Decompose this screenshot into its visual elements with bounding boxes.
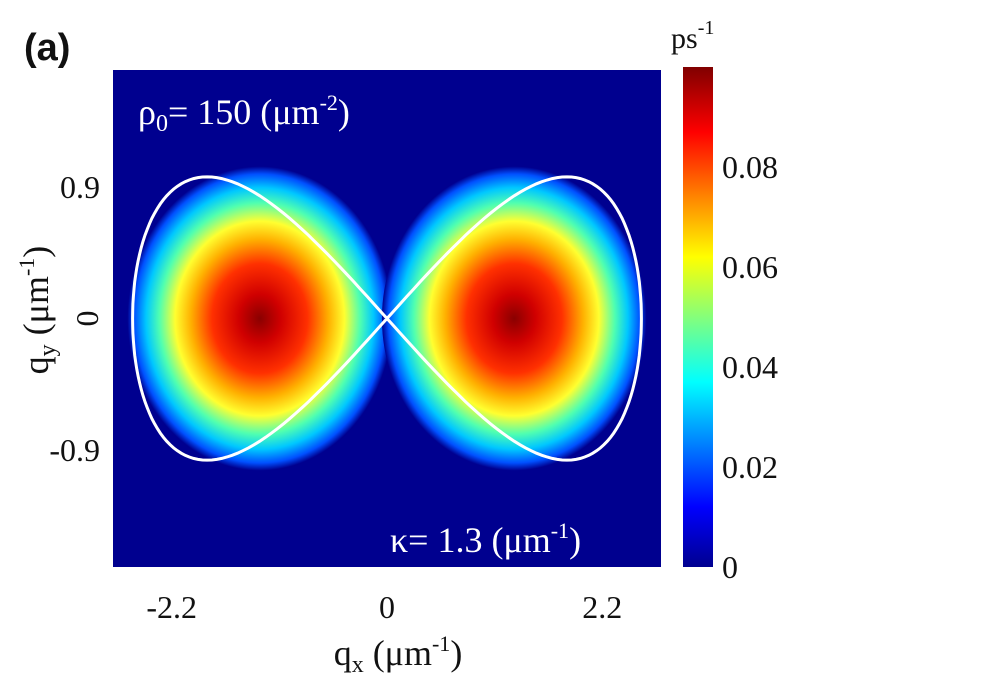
y-tick-label: 0.9 [60, 169, 100, 205]
x-axis-label: qx (μm-1) [334, 631, 463, 678]
boundary-contour [131, 175, 643, 462]
panel-label: (a) [24, 27, 70, 69]
colorbar-tick-label: 0 [722, 549, 738, 585]
colorbar-tick-label: 0.08 [722, 149, 778, 185]
kappa-annotation: κ= 1.3 (μm-1) [390, 518, 581, 560]
rho-annotation: ρ0= 150 (μm-2) [138, 90, 350, 137]
colorbar-tick-label: 0.06 [722, 249, 778, 285]
heatmap-lobe-left [127, 166, 393, 471]
y-tick-label: -0.9 [49, 432, 100, 468]
x-tick-label: 2.2 [582, 589, 622, 625]
colorbar-unit: ps-1 [671, 17, 714, 55]
y-axis-label: qy (μm-1) [14, 246, 61, 375]
x-tick-label: -2.2 [146, 589, 197, 625]
heatmap-lobe-right [381, 166, 647, 471]
colorbar [683, 67, 713, 567]
heatmap-lobes [127, 166, 647, 471]
colorbar-tick-label: 0.04 [722, 349, 778, 385]
y-tick-label: 0 [69, 311, 105, 327]
colorbar-tick-label: 0.02 [722, 449, 778, 485]
x-tick-label: 0 [379, 589, 395, 625]
